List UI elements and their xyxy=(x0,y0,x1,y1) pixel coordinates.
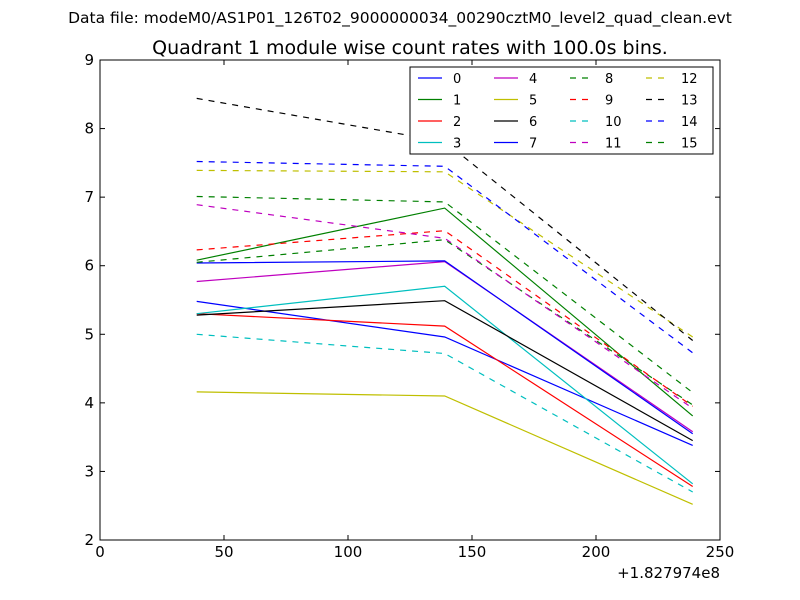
series-line-8 xyxy=(196,239,694,406)
suptitle: Data file: modeM0/AS1P01_126T02_90000000… xyxy=(68,9,732,27)
legend-label-4: 4 xyxy=(529,72,537,87)
x-tick-label: 250 xyxy=(706,543,735,561)
series-line-6 xyxy=(196,300,693,442)
legend-label-0: 0 xyxy=(453,72,461,87)
plot-lines xyxy=(196,97,694,505)
series-line-15 xyxy=(196,195,694,394)
y-tick-label: 7 xyxy=(84,188,94,206)
legend-label-9: 9 xyxy=(605,94,613,109)
legend-label-13: 13 xyxy=(681,94,698,109)
legend-label-10: 10 xyxy=(605,115,622,130)
x-tick-label: 100 xyxy=(334,543,363,561)
series-line-0 xyxy=(196,300,693,446)
legend-label-7: 7 xyxy=(529,137,537,152)
x-tick-label: 0 xyxy=(95,543,105,561)
series-line-5 xyxy=(196,391,693,505)
legend-label-11: 11 xyxy=(605,137,622,152)
x-tick-label: 200 xyxy=(582,543,611,561)
y-tick-label: 3 xyxy=(84,462,94,480)
axes-frame xyxy=(99,59,721,541)
legend-box xyxy=(409,66,714,155)
y-tick-label: 8 xyxy=(84,120,94,138)
series-line-1 xyxy=(196,207,694,417)
legend-label-14: 14 xyxy=(681,115,698,130)
y-tick-label: 4 xyxy=(84,394,94,412)
y-tick-label: 2 xyxy=(84,531,94,549)
legend-label-3: 3 xyxy=(453,137,461,152)
legend-label-1: 1 xyxy=(453,94,461,109)
series-line-2 xyxy=(196,313,694,488)
legend-label-2: 2 xyxy=(453,115,461,130)
legend-label-12: 12 xyxy=(681,72,698,87)
legend-label-6: 6 xyxy=(529,115,537,130)
y-tick-label: 9 xyxy=(84,51,94,69)
series-line-3 xyxy=(196,285,694,485)
x-tick-label: 150 xyxy=(458,543,487,561)
y-tick-label: 6 xyxy=(84,257,94,275)
legend-label-15: 15 xyxy=(681,137,698,152)
x-tick-label: 50 xyxy=(214,543,233,561)
series-line-14 xyxy=(196,160,694,354)
chart-title: Quadrant 1 module wise count rates with … xyxy=(152,37,668,59)
legend-label-5: 5 xyxy=(529,94,537,109)
x-offset-label: +1.827974e8 xyxy=(617,564,720,582)
series-line-11 xyxy=(196,204,694,409)
y-tick-label: 5 xyxy=(84,325,94,343)
series-line-12 xyxy=(196,169,694,338)
legend-label-8: 8 xyxy=(605,72,613,87)
series-line-7 xyxy=(196,260,694,435)
